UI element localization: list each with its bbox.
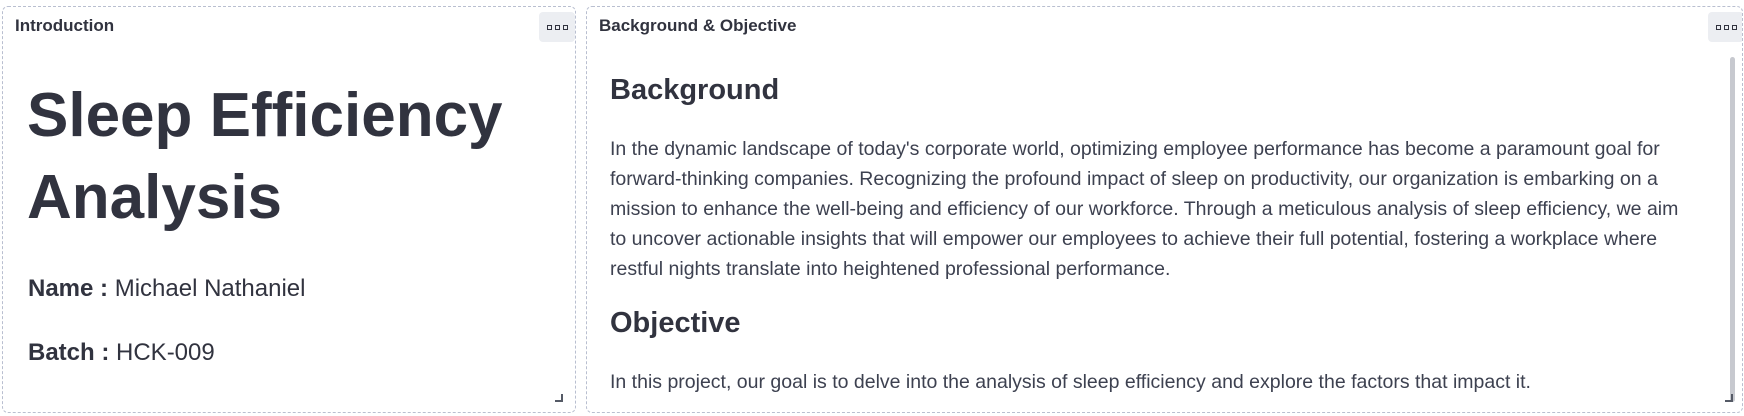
page-title: Sleep Efficiency Analysis: [27, 81, 503, 232]
background-objective-panel: Background & Objective Background In the…: [586, 6, 1743, 413]
more-options-button[interactable]: [1708, 12, 1742, 42]
batch-value: HCK-009: [116, 339, 215, 366]
more-options-icon: [562, 24, 568, 30]
background-text: In the dynamic landscape of today's corp…: [610, 138, 1679, 280]
name-label: Name :: [28, 275, 109, 302]
panel-title: Background & Objective: [599, 16, 797, 35]
name-value: Michael Nathaniel: [114, 275, 306, 302]
resize-handle-icon[interactable]: [555, 394, 563, 402]
scrollbar-thumb[interactable]: [1730, 57, 1735, 402]
more-options-icon: [1723, 24, 1729, 30]
objective-heading: Objective: [610, 307, 741, 339]
introduction-panel: Introduction Sleep Efficiency Analysis N…: [2, 6, 576, 413]
more-options-icon: [1715, 24, 1721, 30]
more-options-icon: [546, 24, 552, 30]
more-options-icon: [554, 24, 560, 30]
name-line: Name : Michael Nathaniel: [28, 275, 305, 303]
batch-line: Batch : HCK-009: [28, 339, 215, 367]
background-heading: Background: [610, 74, 780, 106]
objective-text: In this project, our goal is to delve in…: [610, 371, 1531, 393]
more-options-icon: [1731, 24, 1737, 30]
batch-label: Batch :: [28, 339, 110, 366]
panel-title: Introduction: [15, 16, 115, 35]
more-options-button[interactable]: [539, 12, 575, 42]
resize-handle-icon[interactable]: [1725, 394, 1733, 402]
